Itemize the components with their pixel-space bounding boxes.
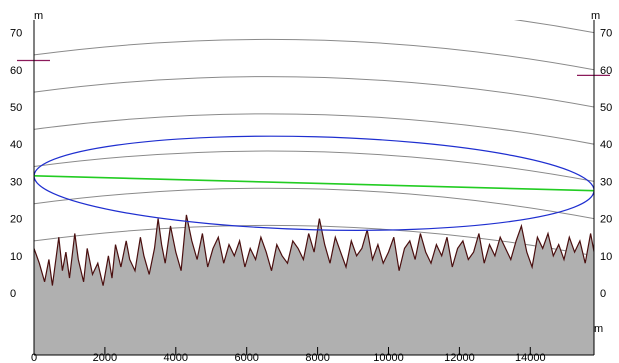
axes	[33, 20, 595, 356]
y-tick-label-right: 40	[600, 139, 612, 151]
x-tick-label: 0	[31, 352, 37, 363]
y-tick-label-left: 40	[10, 139, 22, 151]
end-markers	[17, 59, 610, 76]
line-of-sight-line	[34, 175, 594, 192]
y-unit-right: m	[591, 10, 600, 22]
y-tick-label-right: 30	[600, 176, 612, 188]
terrain-fill	[34, 214, 594, 355]
y-tick-label-left: 70	[10, 28, 22, 40]
y-tick-label-right: 50	[600, 102, 612, 114]
x-tick-label: 2000	[93, 352, 117, 363]
terrain-edge	[34, 214, 594, 286]
x-axis: 0 2000 4000 6000 8000 10000 12000 14000	[31, 347, 546, 363]
y-tick-label-left: 0	[10, 288, 16, 300]
curvature-line	[34, 187, 594, 220]
x-tick-label: 4000	[164, 352, 188, 363]
y-tick-label-right: 70	[600, 28, 612, 40]
y-tick-label-left: 50	[10, 102, 22, 114]
curvature-line	[34, 38, 594, 71]
x-tick-label: 12000	[444, 352, 475, 363]
line-of-sight	[34, 175, 594, 192]
y-tick-label-right: 20	[600, 214, 612, 226]
y-tick-label-left: 30	[10, 176, 22, 188]
curvature-line	[34, 150, 594, 182]
y-axis-right: 0 10 20 30 40 50 60 70	[600, 28, 612, 300]
x-unit: m	[594, 323, 603, 335]
y-axis-left: 0 10 20 30 40 50 60 70	[10, 28, 22, 300]
y-tick-label-right: 60	[600, 65, 612, 77]
x-tick-label: 14000	[515, 352, 546, 363]
curvature-line	[34, 76, 594, 108]
x-tick-label: 6000	[234, 352, 258, 363]
y-tick-label-left: 10	[10, 251, 22, 263]
y-tick-label-right: 0	[600, 288, 606, 300]
curvature-line	[513, 20, 594, 34]
y-tick-label-right: 10	[600, 251, 612, 263]
y-unit-left: m	[34, 10, 43, 22]
y-tick-label-left: 60	[10, 65, 22, 77]
x-tick-label: 8000	[305, 352, 329, 363]
curvature-line	[34, 113, 594, 145]
y-tick-label-left: 20	[10, 214, 22, 226]
terrain-profile	[34, 214, 594, 355]
earth-curvature-lines	[34, 20, 594, 257]
x-tick-label: 10000	[373, 352, 404, 363]
